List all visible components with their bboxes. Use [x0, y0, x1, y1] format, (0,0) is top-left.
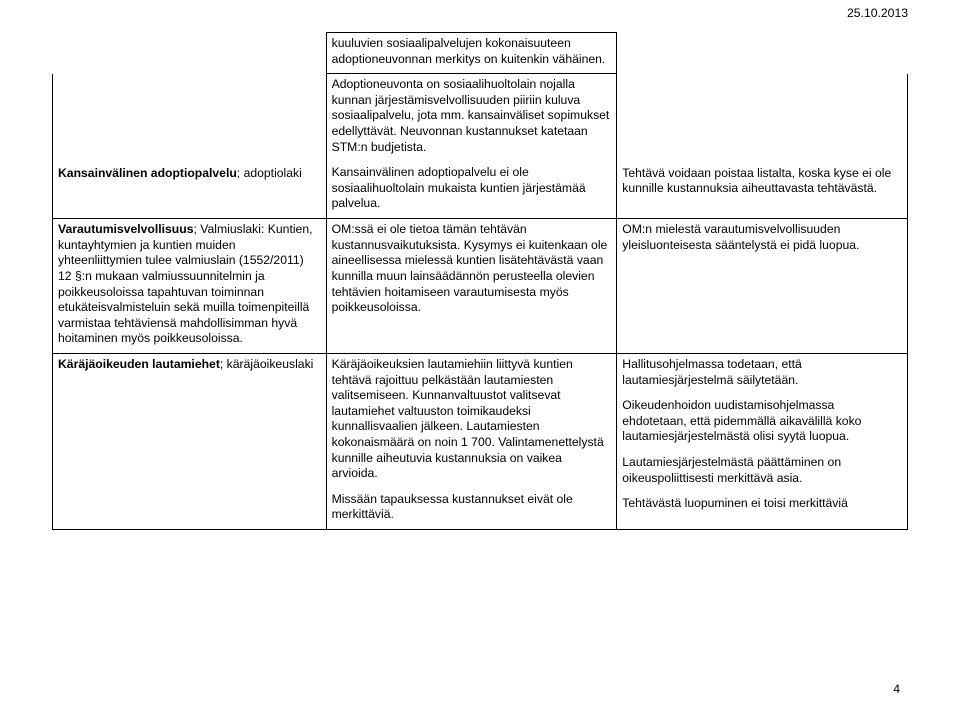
paragraph: Varautumisvelvollisuus; Valmiuslaki: Kun…	[58, 222, 321, 347]
cell-r2c3: Tehtävä voidaan poistaa listalta, koska …	[617, 74, 908, 219]
paragraph: Kansainvälinen adoptiopalvelu; adoptiola…	[58, 166, 321, 182]
cell-r3c2: OM:ssä ei ole tietoa tämän tehtävän kust…	[326, 219, 617, 354]
term-bold: Käräjäoikeuden lautamiehet	[58, 357, 220, 371]
cell-r3c3: OM:n mielestä varautumisvelvollisuuden y…	[617, 219, 908, 354]
cell-r1c1	[53, 33, 327, 74]
table-row: Kansainvälinen adoptiopalvelu; adoptiola…	[53, 74, 908, 219]
cell-r4c1: Käräjäoikeuden lautamiehet; käräjäoikeus…	[53, 353, 327, 529]
page-number: 4	[893, 682, 900, 696]
paragraph: Käräjäoikeuksien lautamiehiin liittyvä k…	[332, 357, 612, 482]
term-bold: Kansainvälinen adoptiopalvelu	[58, 166, 237, 180]
cell-r1c3	[617, 33, 908, 74]
document-page: 25.10.2013 kuuluvien sosiaalipalvelujen …	[0, 0, 960, 708]
table-row: Käräjäoikeuden lautamiehet; käräjäoikeus…	[53, 353, 908, 529]
cell-r4c3: Hallitusohjelmassa todetaan, että lautam…	[617, 353, 908, 529]
paragraph: Hallitusohjelmassa todetaan, että lautam…	[622, 357, 902, 388]
cell-r2c2: Adoptioneuvonta on sosiaalihuoltolain no…	[326, 74, 617, 219]
paragraph: kuuluvien sosiaalipalvelujen kokonaisuut…	[332, 36, 612, 67]
paragraph: Tehtävästä luopuminen ei toisi merkittäv…	[622, 496, 902, 512]
term-rest: ; Valmiuslaki: Kuntien, kuntayhtymien ja…	[58, 222, 312, 345]
cell-r4c2: Käräjäoikeuksien lautamiehiin liittyvä k…	[326, 353, 617, 529]
paragraph: OM:ssä ei ole tietoa tämän tehtävän kust…	[332, 222, 612, 316]
term-bold: Varautumisvelvollisuus	[58, 222, 193, 236]
cell-r1c2: kuuluvien sosiaalipalvelujen kokonaisuut…	[326, 33, 617, 74]
page-date: 25.10.2013	[847, 6, 908, 20]
table-row: kuuluvien sosiaalipalvelujen kokonaisuut…	[53, 33, 908, 74]
cell-r2c1: Kansainvälinen adoptiopalvelu; adoptiola…	[53, 74, 327, 219]
paragraph: Tehtävä voidaan poistaa listalta, koska …	[622, 166, 902, 197]
paragraph: Kansainvälinen adoptiopalvelu ei ole sos…	[332, 165, 612, 212]
paragraph: Adoptioneuvonta on sosiaalihuoltolain no…	[332, 77, 612, 155]
term-rest: ; käräjäoikeuslaki	[220, 357, 313, 371]
paragraph: OM:n mielestä varautumisvelvollisuuden y…	[622, 222, 902, 253]
content-table: kuuluvien sosiaalipalvelujen kokonaisuut…	[52, 32, 908, 530]
paragraph: Missään tapauksessa kustannukset eivät o…	[332, 492, 612, 523]
paragraph: Käräjäoikeuden lautamiehet; käräjäoikeus…	[58, 357, 321, 373]
cell-r3c1: Varautumisvelvollisuus; Valmiuslaki: Kun…	[53, 219, 327, 354]
table-row: Varautumisvelvollisuus; Valmiuslaki: Kun…	[53, 219, 908, 354]
term-rest: ; adoptiolaki	[237, 166, 302, 180]
paragraph: Oikeudenhoidon uudistamisohjelmassa ehdo…	[622, 398, 902, 445]
paragraph: Lautamiesjärjestelmästä päättäminen on o…	[622, 455, 902, 486]
